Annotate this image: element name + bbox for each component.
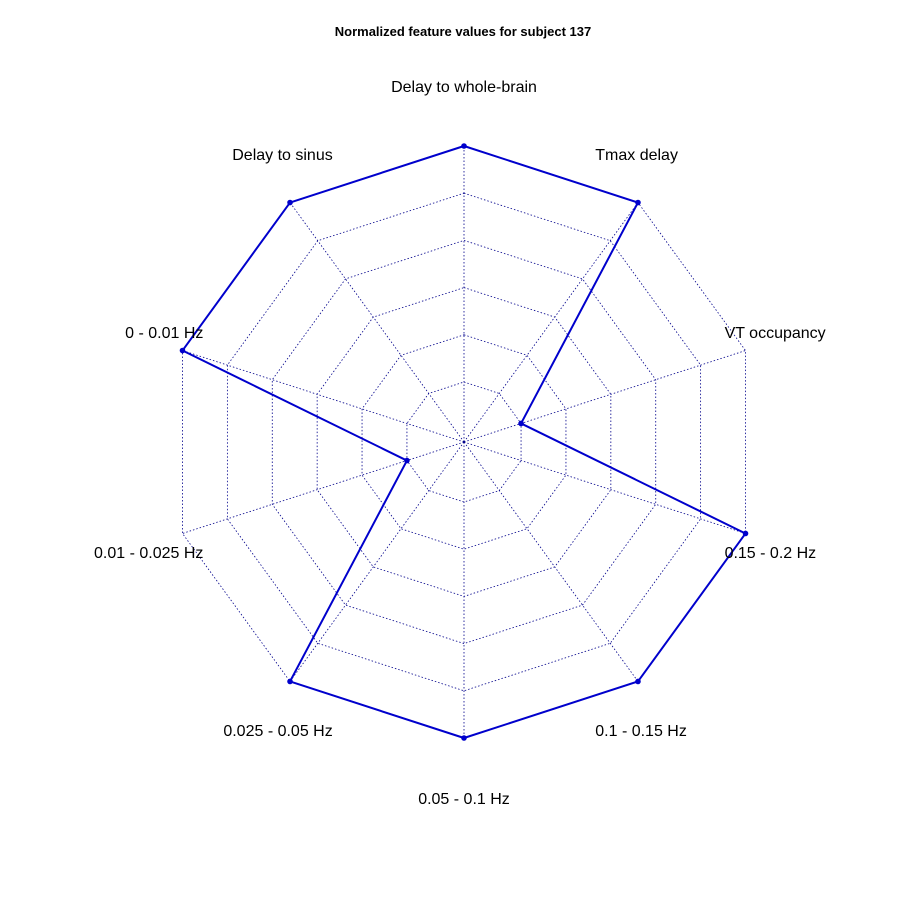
- series-point: [287, 678, 293, 685]
- series-point: [635, 199, 641, 206]
- chart-title: Normalized feature values for subject 13…: [335, 24, 591, 39]
- series-point: [518, 420, 524, 427]
- grid-ring: [226, 192, 702, 692]
- axis-label: 0.025 - 0.05 Hz: [223, 723, 332, 740]
- axis-label: 0.1 - 0.15 Hz: [595, 723, 687, 740]
- grid-spoke: [463, 202, 639, 443]
- series-point: [287, 199, 293, 206]
- axis-label: 0.15 - 0.2 Hz: [725, 545, 817, 562]
- radar-series: [179, 143, 749, 741]
- grid-spoke: [463, 441, 746, 534]
- axis-label: 0.01 - 0.025 Hz: [94, 545, 203, 562]
- grid-spoke: [289, 202, 465, 443]
- axis-label: Tmax delay: [595, 147, 678, 164]
- grid-spoke: [463, 441, 639, 682]
- grid-ring: [271, 239, 657, 645]
- grid-ring: [406, 381, 522, 503]
- series-point: [461, 143, 467, 149]
- grid-spoke: [182, 441, 465, 534]
- axis-label: 0 - 0.01 Hz: [125, 325, 203, 342]
- grid-spoke: [463, 350, 746, 443]
- axis-label: 0.05 - 0.1 Hz: [418, 791, 510, 808]
- grid-spoke: [289, 441, 465, 682]
- grid-spoke: [182, 350, 465, 443]
- series-point: [179, 347, 186, 354]
- axis-label: Delay to whole-brain: [391, 79, 537, 96]
- axis-label: Delay to sinus: [232, 147, 333, 164]
- axis-label: VT occupancy: [725, 325, 826, 342]
- series-point: [742, 530, 749, 537]
- axis-labels: Delay to whole-brain Tmax delay VT occupan…: [94, 79, 826, 808]
- radar-spokes: [182, 146, 746, 738]
- series-point: [635, 678, 641, 685]
- series-point: [404, 457, 410, 464]
- series-point: [461, 735, 467, 741]
